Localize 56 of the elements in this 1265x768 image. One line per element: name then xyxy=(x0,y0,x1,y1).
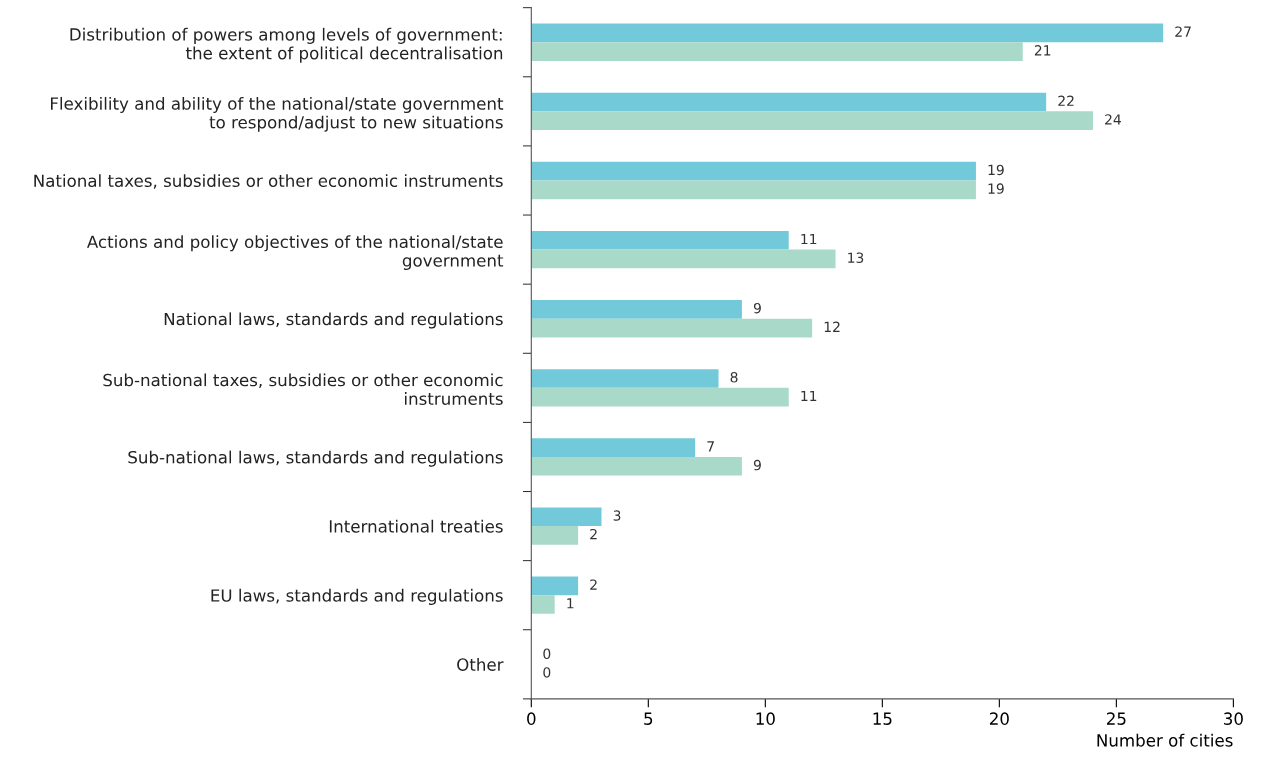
data-label: 19 xyxy=(988,183,1004,194)
x-tick-label: 15 xyxy=(873,712,892,725)
data-label: 21 xyxy=(1034,45,1051,56)
data-label: 3 xyxy=(613,510,621,521)
x-tick-label: 0 xyxy=(527,712,536,725)
bar xyxy=(531,300,742,319)
data-label: 19 xyxy=(988,164,1004,176)
data-label: 11 xyxy=(801,233,817,245)
y-tick-label: National laws, standards and regulations xyxy=(164,312,503,329)
x-tick-label: 5 xyxy=(644,712,653,725)
x-tick-label: 20 xyxy=(989,712,1009,725)
bar xyxy=(531,576,579,596)
data-label: 13 xyxy=(848,252,864,263)
data-label: 0 xyxy=(543,667,551,678)
y-tick-label: Other xyxy=(457,657,504,671)
data-label: 0 xyxy=(543,648,551,660)
y-tick-label: International treaties xyxy=(329,519,503,533)
bar xyxy=(531,230,789,250)
bar xyxy=(531,369,719,388)
y-tick-label: National taxes, subsidies or other economic instruments xyxy=(34,174,503,189)
bar xyxy=(531,180,976,200)
data-label: 27 xyxy=(1175,26,1191,37)
bar xyxy=(531,438,696,457)
x-tick-label: 10 xyxy=(756,712,775,725)
bar xyxy=(531,507,602,527)
x-tick-label: 25 xyxy=(1106,712,1126,725)
x-axis-title: Number of cities xyxy=(1097,733,1233,747)
bar xyxy=(531,595,555,614)
data-label: 9 xyxy=(753,302,761,314)
bar xyxy=(531,526,579,545)
data-label: 22 xyxy=(1058,95,1074,106)
data-label: 2 xyxy=(590,528,597,540)
y-tick-label: Sub-national laws, standards and regulations xyxy=(128,450,503,467)
bar xyxy=(531,387,789,407)
bar xyxy=(531,111,1093,131)
y-tick-label: Distribution of powers among levels of government: the extent of political decentralisation xyxy=(70,27,503,63)
bar xyxy=(531,456,742,476)
data-label: 12 xyxy=(824,321,840,332)
bar xyxy=(531,249,836,269)
data-label: 2 xyxy=(590,579,597,590)
bar xyxy=(531,42,1023,61)
bar xyxy=(531,318,813,338)
data-label: 11 xyxy=(801,390,817,401)
x-tick-label: 30 xyxy=(1224,712,1243,725)
data-label: 1 xyxy=(567,598,574,609)
data-label: 9 xyxy=(753,459,761,471)
data-label: 24 xyxy=(1105,114,1121,125)
y-tick-label: Sub-national taxes, subsidies or other economic instruments xyxy=(103,373,503,406)
data-label: 7 xyxy=(707,441,714,452)
bar xyxy=(531,161,976,181)
bar xyxy=(531,92,1047,112)
data-label: 8 xyxy=(730,372,738,383)
y-tick-label: Actions and policy objectives of the national/state government xyxy=(86,235,504,270)
y-tick-label: EU laws, standards and regulations xyxy=(211,588,503,605)
bar xyxy=(531,23,1164,43)
y-tick-label: Flexibility and ability of the national/state government to respond/adjust to new situations xyxy=(50,96,504,132)
